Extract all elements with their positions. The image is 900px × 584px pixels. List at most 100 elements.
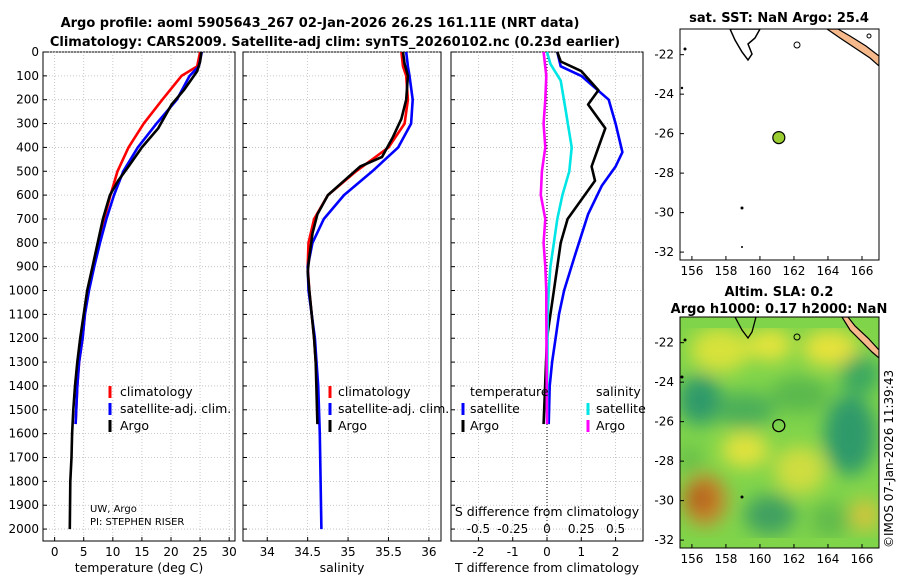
y-tick-label: 100 [16, 69, 39, 83]
y-tick-label: 200 [16, 93, 39, 107]
y-tick-label: 0 [31, 45, 39, 59]
y-tick-label: -26 [654, 127, 674, 141]
legend-sat-label: satellite-adj. clim. [120, 401, 231, 416]
sla-map-frame [679, 316, 880, 549]
y-tick-label: 1500 [8, 403, 39, 417]
sst-map-ticks: 156 158 160 162 164 166 -22 -24 -26 -28 -30 -32 [654, 48, 873, 278]
x-tick-label: 156 [680, 264, 703, 278]
island [866, 33, 872, 39]
float-position-marker [772, 418, 786, 433]
x-tick-label: 36 [421, 545, 436, 559]
y-tick-label: -22 [654, 336, 674, 350]
x-axis-label: temperature (deg C) [75, 560, 204, 575]
x-tick-label: 34 [260, 545, 275, 559]
sst-map-frame [679, 28, 880, 261]
x-tick-label: 158 [714, 264, 737, 278]
sst-map-title: sat. SST: NaN Argo: 25.4 [689, 11, 869, 26]
legend-sal-heading: salinity [596, 384, 641, 399]
y-tick-label: 500 [16, 164, 39, 178]
difference-legend: temperature salinity satellite Argo sate… [461, 384, 646, 433]
title-line-1: Argo profile: aoml 5905643_267 02-Jan-20… [61, 16, 580, 31]
top-tick-label: 0.25 [568, 522, 595, 536]
island [680, 375, 684, 379]
x-tick-label: 156 [680, 552, 703, 566]
imos-timestamp: ©IMOS 07-Jan-2026 11:39:43 [882, 370, 896, 548]
x-tick-label: 30 [222, 545, 237, 559]
x-tick-label: 34.5 [294, 545, 321, 559]
x-tick-label: 160 [748, 552, 771, 566]
island [683, 47, 687, 51]
sla-map-ticks: 156 158 160 162 164 166 -22 -24 -26 -28 -30 -32 [654, 336, 873, 566]
sst-map: sat. SST: NaN Argo: 25.4 156 158 160 162 164… [654, 11, 880, 278]
island [683, 338, 687, 342]
top-tick-label: 0 [543, 522, 551, 536]
x-axis-label: salinity [320, 560, 365, 575]
series-line-argo [306, 51, 410, 425]
y-tick-label: 2000 [8, 522, 39, 536]
plot-frame [42, 51, 236, 542]
temperature-legend: climatology satellite-adj. clim. Argo [108, 384, 231, 433]
legend-argo-s-label: Argo [596, 418, 625, 433]
difference-panel: -2 -1 0 1 2T difference from climatology S di… [450, 51, 644, 575]
sla-map-title-2: Argo h1000: 0.17 h2000: NaN [671, 302, 888, 317]
x-tick-label: 35 [340, 545, 355, 559]
x-tick-label: 25 [192, 545, 207, 559]
y-tick-label: 1600 [8, 427, 39, 441]
top-tick-label: -0.5 [467, 522, 490, 536]
y-tick-label: 1100 [8, 307, 39, 321]
y-tick-label: -26 [654, 415, 674, 429]
new-caledonia-land [841, 317, 879, 359]
credit-line-2: PI: STEPHEN RISER [90, 517, 184, 528]
y-tick-label: 800 [16, 236, 39, 250]
legend-sat-s-label: satellite [596, 401, 646, 416]
new-caledonia-land [825, 29, 879, 67]
x-tick-label: 166 [851, 264, 874, 278]
y-tick-label: 900 [16, 260, 39, 274]
island [741, 246, 743, 248]
x-tick-label: 1 [577, 545, 585, 559]
island [793, 333, 801, 341]
y-tick-label: 1300 [8, 355, 39, 369]
sst-map-land [680, 29, 879, 248]
y-tick-label: -32 [654, 533, 674, 547]
island [680, 86, 684, 90]
y-tick-label: -22 [654, 48, 674, 62]
x-tick-label: 15 [134, 545, 149, 559]
y-tick-label: 1900 [8, 498, 39, 512]
y-tick-label: -24 [654, 87, 674, 101]
legend-argo-t-label: Argo [470, 418, 499, 433]
y-tick-label: 1200 [8, 331, 39, 345]
sla-map-title-1: Altim. SLA: 0.2 [725, 285, 834, 300]
plot-frame [242, 51, 442, 542]
coastline [729, 29, 761, 62]
salinity-panel: 34 34.5 35 35.5 36 salinity [242, 51, 442, 575]
x-tick-label: 10 [105, 545, 120, 559]
y-tick-label: -24 [654, 375, 674, 389]
island [740, 206, 744, 210]
x-tick-label: 160 [748, 264, 771, 278]
y-tick-label: -28 [654, 166, 674, 180]
top-tick-label: -0.25 [497, 522, 528, 536]
legend-clim-label: climatology [338, 384, 411, 399]
credit-line-1: UW, Argo [90, 504, 137, 515]
legend-clim-label: climatology [120, 384, 193, 399]
x-axis-label: T difference from climatology [454, 560, 640, 575]
x-tick-label: -2 [472, 545, 484, 559]
salinity-legend: climatology satellite-adj. clim. Argo [328, 384, 449, 433]
x-tick-label: 2 [612, 545, 620, 559]
x-tick-label: 35.5 [375, 545, 402, 559]
x-tick-label: 5 [80, 545, 88, 559]
island [793, 41, 801, 49]
x-tick-label: 20 [163, 545, 178, 559]
top-tick-label: 0.5 [606, 522, 625, 536]
y-tick-label: 700 [16, 212, 39, 226]
sla-field [680, 328, 879, 538]
series-line-salinity-satellite [545, 51, 574, 425]
sla-heatmap [680, 317, 879, 548]
y-tick-label: 300 [16, 117, 39, 131]
x-tick-label: 162 [783, 264, 806, 278]
x-tick-label: 164 [817, 264, 840, 278]
x-tick-label: 164 [817, 552, 840, 566]
title-line-2: Climatology: CARS2009. Satellite-adj cli… [50, 35, 620, 50]
